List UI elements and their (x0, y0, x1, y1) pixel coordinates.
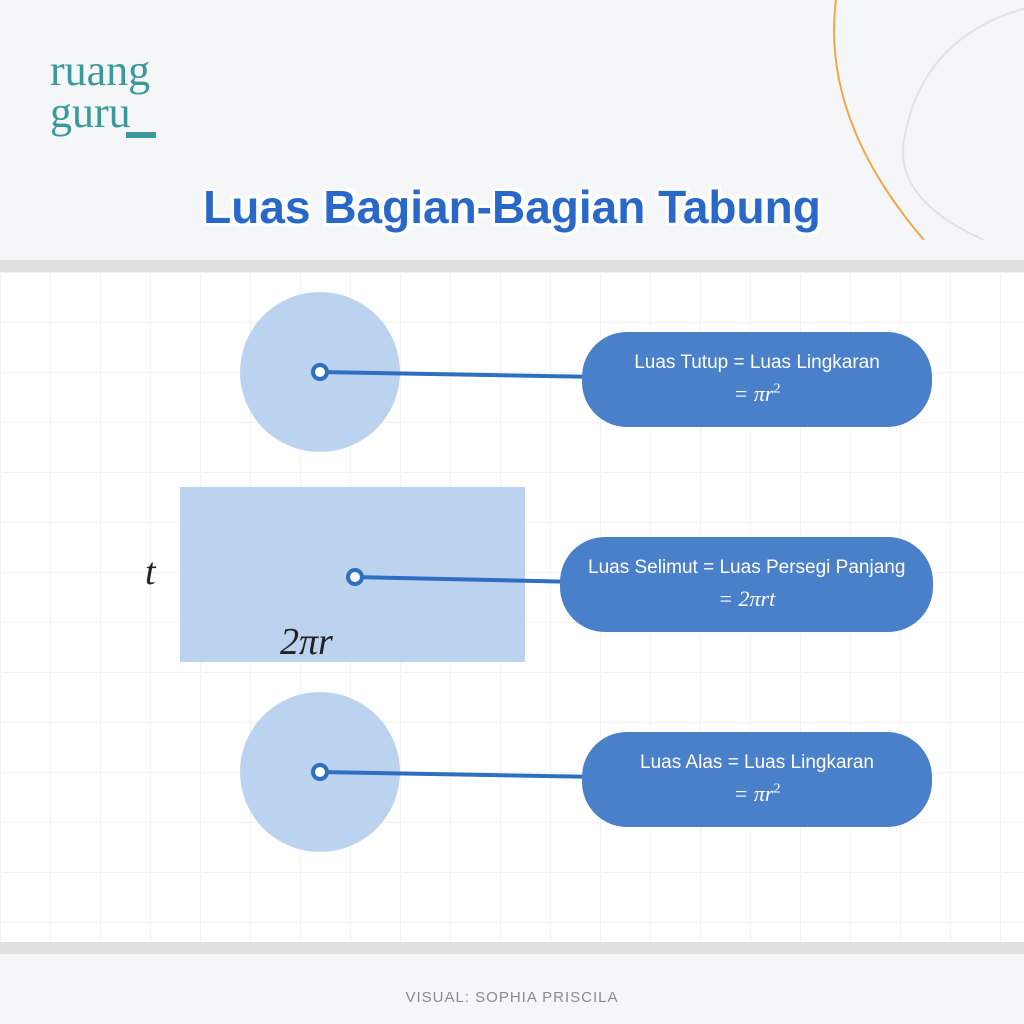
visual-credit: VISUAL: SOPHIA PRISCILA (0, 989, 1024, 1006)
callout-top-formula: = πr2 (610, 379, 904, 410)
cylinder-net-diagram: t 2πr Luas Tutup = Luas Lingkaran= πr2Lu… (0, 272, 1024, 942)
callout-bot: Luas Alas = Luas Lingkaran= πr2 (582, 732, 932, 827)
label-width-2pir: 2πr (280, 620, 333, 664)
brand-logo: ruang guru (50, 50, 150, 134)
page-title: Luas Bagian-Bagian Tabung (0, 180, 1024, 234)
logo-line-1: ruang (50, 50, 150, 92)
torn-edge-top (0, 260, 1024, 272)
callout-top-title: Luas Tutup = Luas Lingkaran (610, 350, 904, 377)
callout-top: Luas Tutup = Luas Lingkaran= πr2 (582, 332, 932, 427)
page: ruang guru Luas Bagian-Bagian Tabung t 2… (0, 0, 1024, 1024)
content-paper: t 2πr Luas Tutup = Luas Lingkaran= πr2Lu… (0, 272, 1024, 942)
callout-bot-title: Luas Alas = Luas Lingkaran (610, 750, 904, 777)
callout-mid: Luas Selimut = Luas Persegi Panjang= 2πr… (560, 537, 933, 632)
callout-mid-formula: = 2πrt (588, 584, 905, 615)
callout-bot-formula: = πr2 (610, 779, 904, 810)
marker-mid (346, 568, 364, 586)
torn-edge-bottom (0, 942, 1024, 954)
logo-line-2: guru (50, 92, 150, 134)
label-height-t: t (145, 550, 156, 594)
marker-top (311, 363, 329, 381)
marker-bot (311, 763, 329, 781)
callout-mid-title: Luas Selimut = Luas Persegi Panjang (588, 555, 905, 582)
